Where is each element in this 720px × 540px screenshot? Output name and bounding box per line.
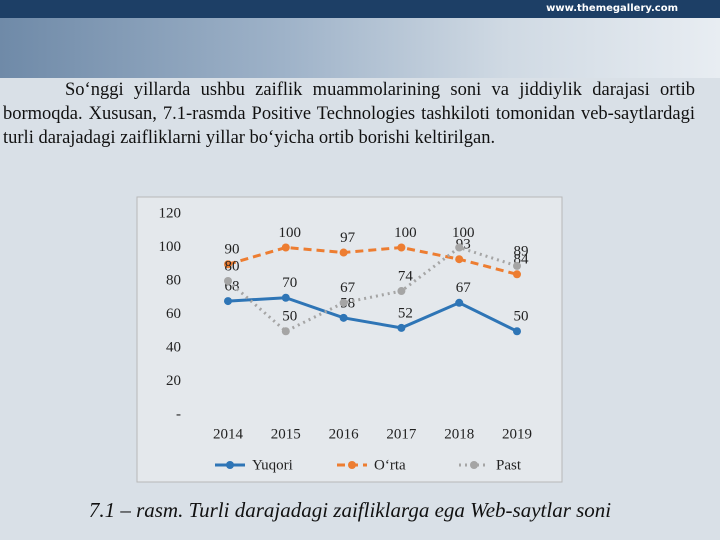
data-label: 74 [398,268,414,284]
data-label: 67 [340,280,356,296]
x-tick-label: 2019 [502,426,532,442]
data-label: 100 [279,225,302,241]
point [513,270,521,279]
x-tick-label: 2018 [444,426,474,442]
series-line [227,296,518,333]
legend-marker [470,461,478,469]
point [397,243,406,252]
y-tick-label: 120 [159,205,182,221]
data-label: 100 [394,225,417,241]
point [397,323,406,332]
point [281,243,290,252]
point [397,287,406,296]
point [339,248,348,257]
series-line [227,245,518,334]
caption: 7.1 – rasm. Turli darajadagi zaifliklarg… [88,498,612,522]
x-tick-label: 2017 [386,426,417,442]
point [224,297,232,306]
data-label: 52 [398,305,413,321]
point [513,327,521,336]
data-label: 100 [452,225,475,241]
y-tick-label: 40 [166,339,181,355]
y-tick-label: 60 [166,306,181,322]
data-label: 80 [225,258,240,274]
data-label: 97 [340,230,356,246]
x-tick-label: 2016 [329,426,360,442]
data-label: 50 [282,309,297,325]
y-tick-label: - [176,406,181,422]
paragraph: So‘nggi yillarda ushbu zaiflik muammolar… [3,80,695,148]
x-tick-label: 2015 [271,426,301,442]
x-tick-label: 2014 [213,426,244,442]
data-label: 90 [225,242,240,258]
point [455,298,464,307]
point [281,327,290,336]
point [513,261,521,270]
data-label: 70 [282,275,297,291]
point [281,293,290,302]
series-line [227,245,518,276]
point [224,260,232,269]
point [339,313,348,322]
legend-label: Yuqori [252,457,293,473]
point [224,277,232,285]
legend-marker [348,461,356,469]
url: www.themegallery.com [546,3,678,14]
legend-label: O‘rta [374,457,406,473]
data-label: 89 [514,243,529,259]
point [339,298,348,307]
point [455,243,464,252]
legend-label: Past [496,457,522,473]
data-label: 67 [456,280,472,296]
y-tick-label: 100 [159,239,182,255]
data-label: 50 [514,309,529,325]
point [455,255,464,264]
legend-marker [226,461,234,469]
y-tick-label: 20 [166,373,181,389]
chart-frame [136,196,563,483]
header-bar: www.themegallery.com [0,0,720,18]
y-tick-label: 80 [166,272,181,288]
